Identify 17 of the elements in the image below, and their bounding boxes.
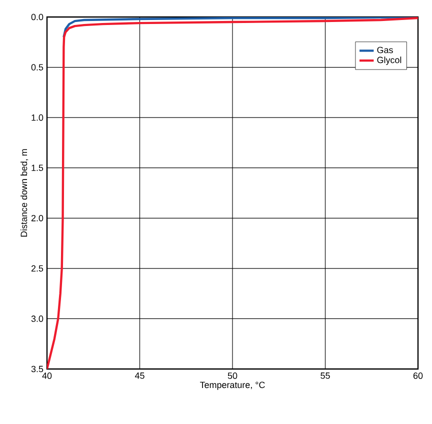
x-tick-label: 55 [320,372,330,379]
y-tick-label: 3.0 [31,316,44,322]
x-tick-label: 40 [42,372,52,379]
x-tick-label: 50 [228,372,238,379]
x-tick-label: 60 [413,372,423,379]
y-tick-label: 1.0 [32,114,44,121]
x-axis-title: Temperature, °C [200,382,265,390]
y-axis-title: Distance down bed, m [20,149,28,237]
y-tick-label: 2.0 [31,214,44,222]
y-tick-label: 0.5 [31,64,44,70]
y-tick-label: 0.0 [31,14,44,20]
y-tick-label: 2.5 [31,265,44,272]
legend-label: Glycol [377,56,402,65]
y-tick-label: 3.5 [31,366,44,372]
x-tick-label: 45 [134,372,144,379]
y-tick-label: 1.5 [32,164,44,171]
legend-label: Gas [377,46,393,54]
